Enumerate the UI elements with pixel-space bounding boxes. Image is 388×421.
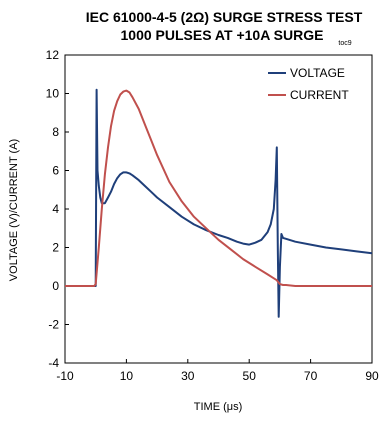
y-axis-ticks: -4 -2 0 2 4 6 8 10 12 <box>46 48 69 370</box>
y-tick-label: 10 <box>46 87 60 101</box>
legend-label-current: CURRENT <box>290 88 349 102</box>
x-tick-label: 70 <box>304 369 318 383</box>
y-tick-label: -2 <box>48 318 59 332</box>
x-tick-label: 10 <box>120 369 134 383</box>
x-axis-label: TIME (μs) <box>194 401 243 413</box>
x-tick-label: 90 <box>365 369 379 383</box>
y-tick-label: -4 <box>48 356 59 370</box>
x-tick-label: 30 <box>181 369 195 383</box>
y-tick-label: 8 <box>52 125 59 139</box>
series-lines <box>65 88 373 318</box>
figure-tag: toc9 <box>338 40 351 47</box>
y-tick-label: 4 <box>52 202 59 216</box>
legend: VOLTAGE CURRENT <box>268 66 349 102</box>
x-tick-label: 50 <box>243 369 257 383</box>
y-tick-label: 6 <box>52 164 59 178</box>
y-tick-label: 2 <box>52 241 59 255</box>
series-line-voltage <box>65 88 373 318</box>
y-axis-label: VOLTAGE (V)/CURRENT (A) <box>8 139 20 281</box>
chart-title-line1: IEC 61000-4-5 (2Ω) SURGE STRESS TEST <box>86 9 363 25</box>
y-tick-label: 0 <box>52 279 59 293</box>
y-tick-label: 12 <box>46 48 60 62</box>
x-tick-label: -10 <box>56 369 74 383</box>
series-line-current <box>65 89 372 287</box>
legend-label-voltage: VOLTAGE <box>290 66 345 80</box>
x-axis-ticks: -10 10 30 50 70 90 <box>56 359 379 383</box>
chart-title-line2: 1000 PULSES AT +10A SURGE <box>121 27 324 43</box>
